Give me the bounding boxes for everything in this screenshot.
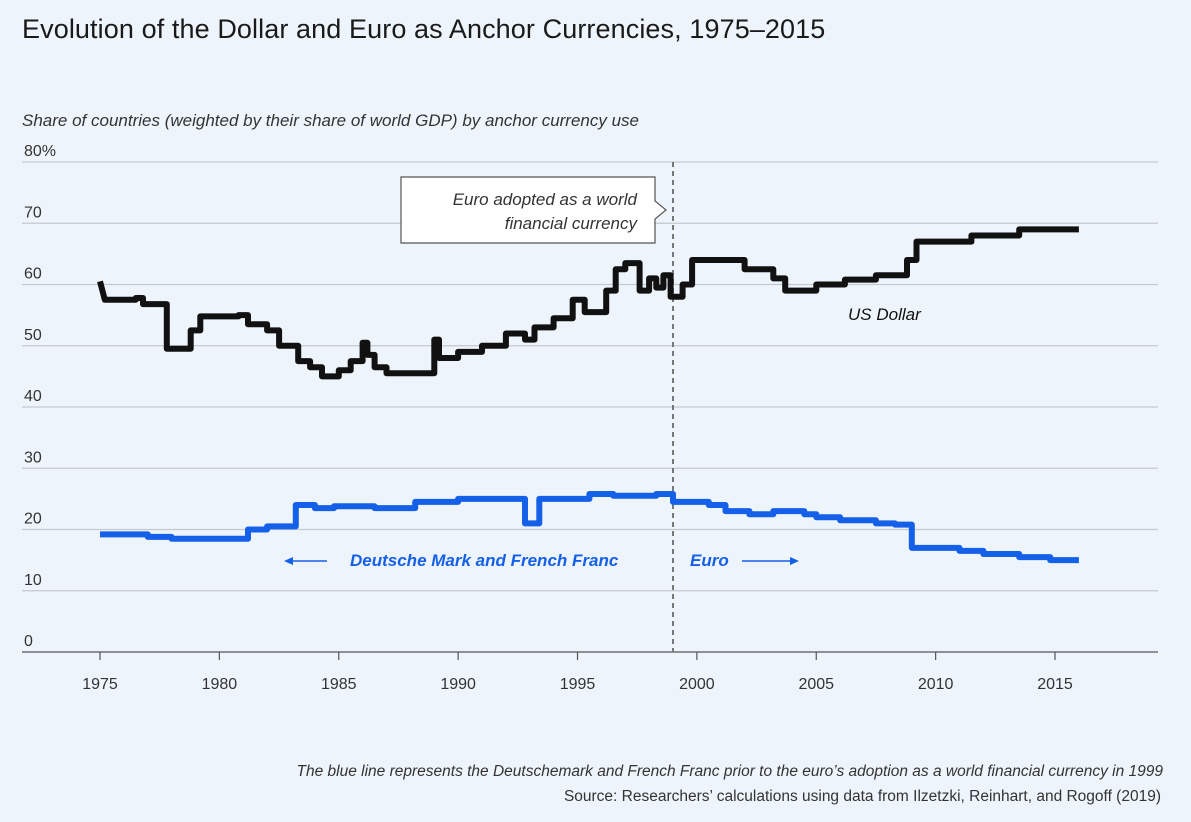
y-tick-label: 30 [24,449,42,466]
x-tick-label: 1995 [560,676,596,693]
x-tick-label: 2010 [918,676,954,693]
y-tick-label: 20 [24,511,42,528]
chart-title: Evolution of the Dollar and Euro as Anch… [22,14,826,44]
us-dollar-line [97,226,1079,380]
x-tick-label: 2015 [1037,676,1073,693]
us-dollar-label: US Dollar [848,305,922,324]
euro-adopted-callout: Euro adopted as a world financial curren… [400,176,667,244]
y-tick-label: 70 [24,204,42,221]
blue-series-labels: Deutsche Mark and French Franc Euro [284,551,799,570]
y-axis-title: Share of countries (weighted by their sh… [22,111,640,130]
x-tick-label: 1990 [440,676,476,693]
x-tick-label: 2005 [798,676,834,693]
y-tick-label: 80% [24,143,56,160]
y-tick-label: 10 [24,572,42,589]
dm-ff-euro-line [100,491,1079,564]
y-axis-ticks: 0 10 20 30 40 50 60 70 80% [24,143,56,650]
callout-line-1: Euro adopted as a world [453,190,638,209]
y-tick-label: 60 [24,266,42,283]
callout-line-2: financial currency [505,214,639,233]
dm-ff-label: Deutsche Mark and French Franc [350,551,619,570]
euro-label: Euro [690,551,729,570]
x-tick-label: 2000 [679,676,715,693]
y-tick-label: 0 [24,633,33,650]
y-tick-label: 40 [24,388,42,405]
x-tick-label: 1975 [82,676,118,693]
footnote: The blue line represents the Deutschemar… [296,763,1163,780]
line-chart: 0 10 20 30 40 50 60 70 80% 1975 1980 1985 1990 1995 2… [22,143,1158,693]
series-group [97,226,1079,564]
x-axis: 1975 1980 1985 1990 1995 2000 2005 2010 2015 [22,651,1158,693]
y-tick-label: 50 [24,327,42,344]
source-note: Source: Researchers’ calculations using … [563,788,1161,805]
x-tick-label: 1980 [202,676,238,693]
x-tick-label: 1985 [321,676,357,693]
